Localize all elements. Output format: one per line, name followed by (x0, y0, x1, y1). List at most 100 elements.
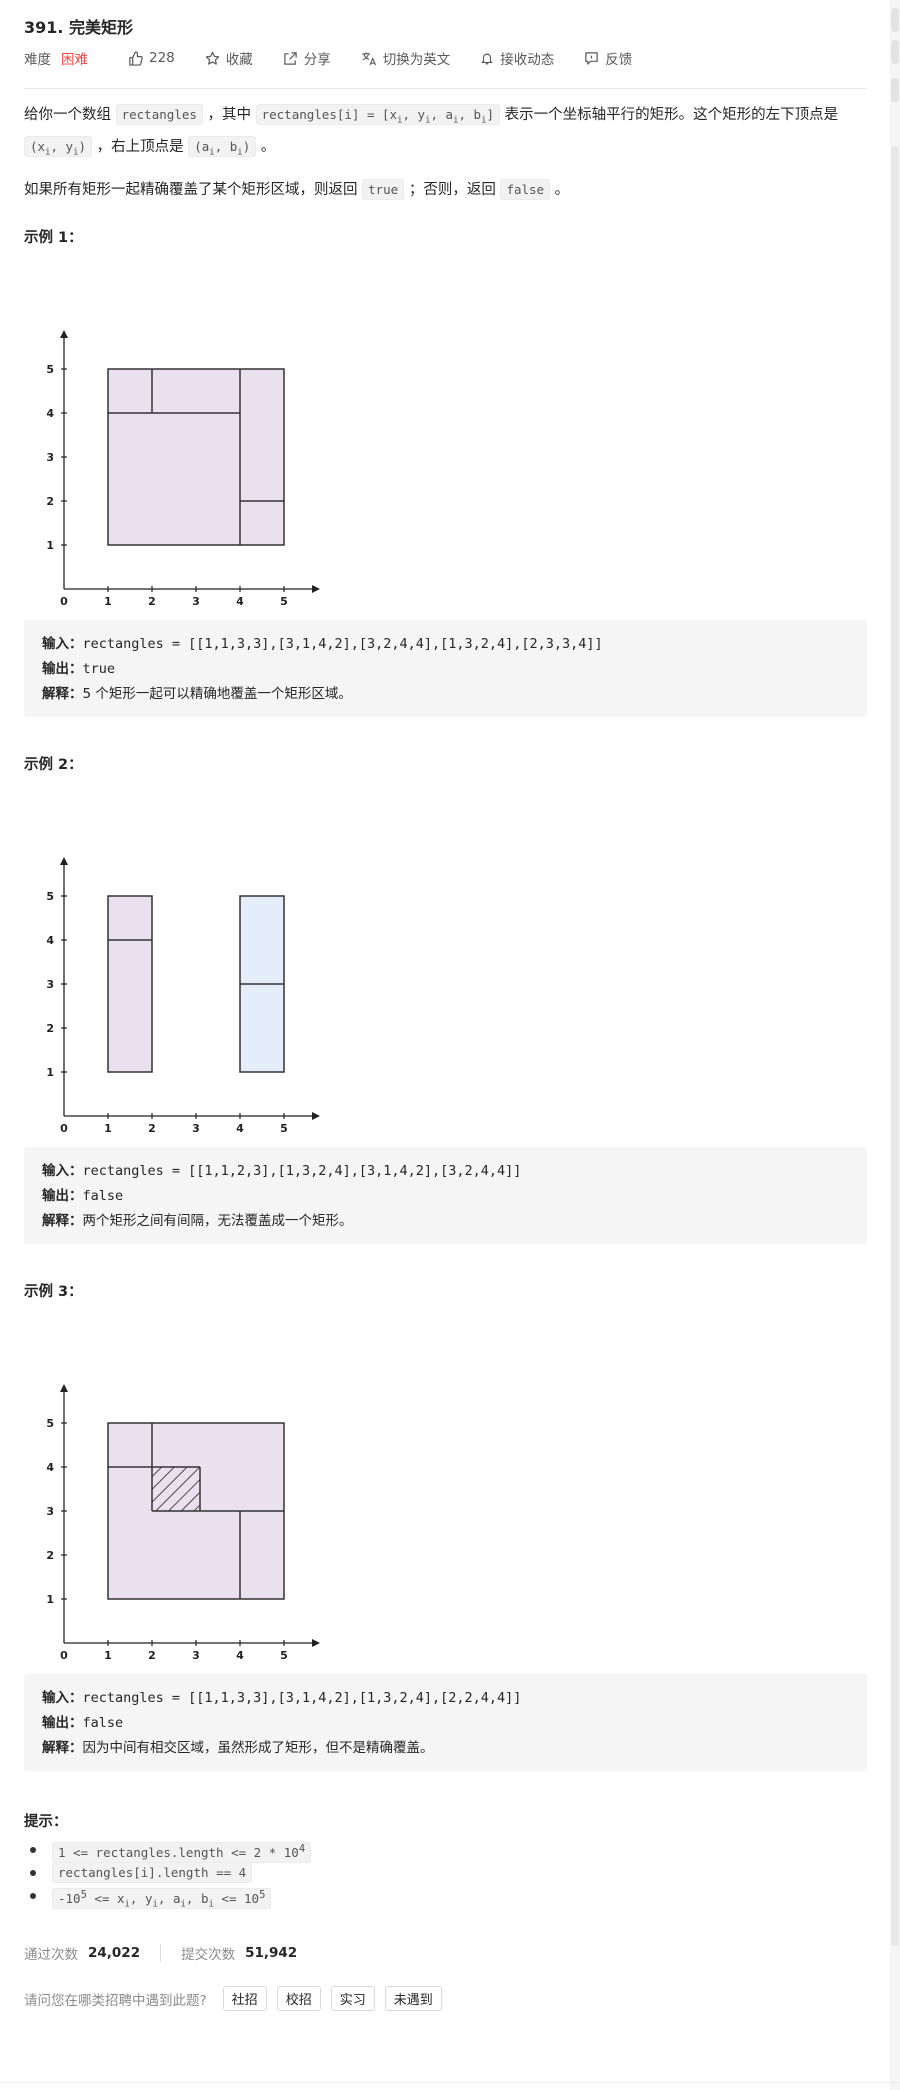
star-icon (205, 51, 219, 65)
y-tick-label: 5 (46, 363, 54, 376)
x-axis-arrow (312, 1639, 320, 1647)
submitted-label: 提交次数 (181, 1947, 236, 1963)
x-tick-label: 4 (236, 595, 244, 608)
example-1-figure: 0 1 1 2 2 3 3 4 4 5 5 (46, 330, 320, 608)
y-axis-arrow (60, 1384, 68, 1392)
problem-toolbar: 难度 困难 228 收藏 分享 切换为英文 接收动态 反馈 (24, 48, 662, 68)
x-tick-label: 4 (236, 1122, 244, 1135)
x-tick-label: 4 (236, 1649, 244, 1662)
example-3-output: false (82, 1715, 124, 1731)
y-tick-label: 2 (46, 1549, 54, 1562)
x-tick-label: 0 (60, 595, 68, 608)
subscribe-button[interactable]: 接收动态 (480, 48, 554, 68)
favorite-button[interactable]: 收藏 (205, 48, 253, 68)
interview-survey: 请问您在哪类招聘中遇到此题? 社招 校招 实习 未遇到 (24, 1986, 452, 2011)
subscribe-label: 接收动态 (500, 52, 555, 68)
example-1-input: rectangles = [[1,1,3,3],[3,1,4,2],[3,2,4… (82, 636, 603, 652)
example-2-input: rectangles = [[1,1,2,3],[1,3,2,4],[3,1,4… (82, 1163, 522, 1179)
switch-language-button[interactable]: 切换为英文 (361, 48, 451, 68)
x-tick-label: 1 (104, 1122, 112, 1135)
example-3-io-box: 输入：rectangles = [[1,1,3,3],[3,1,4,2],[1,… (24, 1674, 867, 1771)
y-tick-label: 1 (46, 1066, 54, 1079)
x-tick-label: 1 (104, 595, 112, 608)
x-tick-label: 2 (148, 595, 156, 608)
share-button[interactable]: 分享 (283, 48, 331, 68)
thumbs-up-icon (129, 50, 143, 66)
y-tick-label: 2 (46, 1022, 54, 1035)
like-count: 228 (149, 50, 175, 66)
submitted-count: 51,942 (245, 1945, 298, 1961)
favorite-label: 收藏 (225, 52, 253, 68)
y-tick-label: 1 (46, 539, 54, 552)
example-1-io-box: 输入：rectangles = [[1,1,3,3],[3,1,4,2],[3,… (24, 620, 867, 717)
hint-item: 1 <= rectangles.length <= 2 * 104 (29, 1838, 312, 1864)
stats-divider (160, 1944, 162, 1962)
example-1-output: true (82, 661, 116, 677)
submission-stats: 通过次数 24,022 提交次数 51,942 (24, 1943, 297, 1963)
y-tick-label: 1 (46, 1593, 54, 1606)
example-3-figure: 0 1 1 2 2 3 3 4 4 5 5 (46, 1384, 320, 1662)
feedback-icon (585, 51, 599, 65)
description-paragraph-2: 如果所有矩形一起精确覆盖了某个矩形区域，则返回 true ；否则，返回 fals… (24, 177, 867, 203)
example-2-output: false (82, 1188, 124, 1204)
scrollbar-marker (891, 78, 899, 102)
survey-option-campus[interactable]: 校招 (276, 1986, 321, 2011)
y-tick-label: 4 (46, 1461, 54, 1474)
x-tick-label: 3 (192, 595, 200, 608)
description-paragraph-1: 给你一个数组 rectangles ，其中 rectangles[i] = [x… (24, 102, 867, 165)
example-2-io-box: 输入：rectangles = [[1,1,2,3],[1,3,2,4],[3,… (24, 1147, 867, 1244)
x-tick-label: 5 (280, 1122, 288, 1135)
x-axis-arrow (312, 1112, 320, 1120)
share-label: 分享 (303, 52, 331, 68)
hints-title: 提示： (24, 1814, 68, 1830)
example-3-explanation: 因为中间有相交区域，虽然形成了矩形，但不是精确覆盖。 (82, 1740, 434, 1756)
example-2-explanation: 两个矩形之间有间隔，无法覆盖成一个矩形。 (82, 1213, 353, 1229)
example-3-input: rectangles = [[1,1,3,3],[3,1,4,2],[1,3,2… (82, 1690, 522, 1706)
y-axis-arrow (60, 857, 68, 865)
divider (24, 88, 867, 89)
x-tick-label: 0 (60, 1122, 68, 1135)
covered-region (107, 368, 285, 546)
share-icon (284, 51, 297, 65)
switch-language-label: 切换为英文 (382, 52, 451, 68)
survey-option-social[interactable]: 社招 (222, 1986, 267, 2011)
problem-title: 391. 完美矩形 (24, 18, 134, 37)
x-axis-arrow (312, 585, 320, 593)
y-tick-label: 5 (46, 890, 54, 903)
difficulty-label: 难度 (24, 52, 51, 68)
divider (0, 2082, 900, 2083)
x-tick-label: 3 (192, 1649, 200, 1662)
coordinate-axes: 0 1 1 2 2 3 3 4 4 5 5 (46, 1384, 320, 1662)
accepted-label: 通过次数 (24, 1947, 78, 1963)
example-3-title: 示例 3： (24, 1284, 83, 1300)
problem-description: 给你一个数组 rectangles ，其中 rectangles[i] = [x… (24, 102, 867, 215)
overlap-region (152, 1467, 200, 1511)
like-button[interactable]: 228 (128, 50, 175, 66)
x-tick-label: 5 (280, 595, 288, 608)
hint-item: rectangles[i].length == 4 (29, 1861, 311, 1884)
feedback-button[interactable]: 反馈 (584, 48, 632, 68)
y-tick-label: 3 (46, 1505, 54, 1518)
example-1-title: 示例 1： (24, 230, 83, 246)
y-axis-arrow (60, 330, 68, 338)
example-2-title: 示例 2： (24, 757, 83, 773)
y-tick-label: 3 (46, 978, 54, 991)
hint-item: -105 <= xi, yi, ai, bi <= 105 (29, 1884, 311, 1910)
scrollbar-track[interactable] (890, 0, 900, 2090)
survey-option-intern[interactable]: 实习 (330, 1986, 375, 2011)
scrollbar-thumb[interactable] (891, 146, 899, 1946)
y-tick-label: 2 (46, 495, 54, 508)
example-1-explanation: 5 个矩形一起可以精确地覆盖一个矩形区域。 (82, 686, 352, 702)
scrollbar-marker (891, 8, 899, 32)
survey-option-none[interactable]: 未遇到 (384, 1986, 442, 2011)
x-tick-label: 2 (148, 1122, 156, 1135)
left-column-rectangles (107, 895, 153, 1073)
difficulty-badge: 困难 (61, 52, 88, 68)
survey-question: 请问您在哪类招聘中遇到此题? (24, 1992, 207, 2009)
scrollbar-marker (891, 40, 899, 64)
feedback-label: 反馈 (605, 52, 633, 68)
x-tick-label: 3 (192, 1122, 200, 1135)
x-tick-label: 0 (60, 1649, 68, 1662)
hints-list: 1 <= rectangles.length <= 2 * 104 rectan… (29, 1838, 312, 1910)
y-tick-label: 4 (46, 407, 54, 420)
